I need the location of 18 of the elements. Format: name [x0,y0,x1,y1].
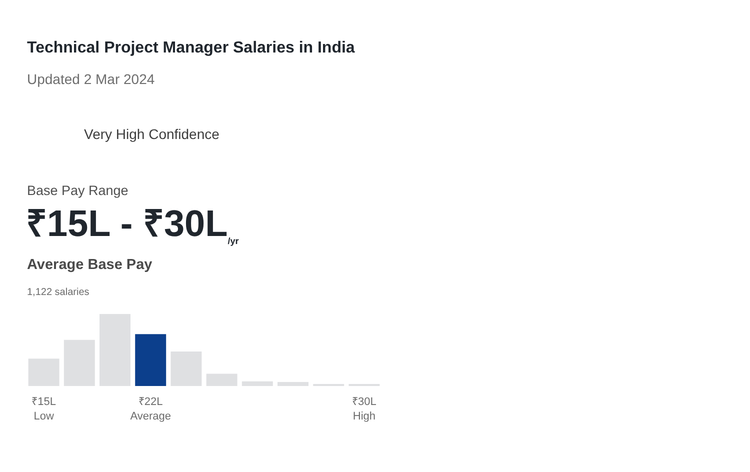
bar [100,314,130,386]
x-tick-label: ₹22L Average [130,396,171,422]
chart-subtitle: Updated 2 Mar 2024 [27,70,155,87]
bar [64,340,95,386]
x-tick-label: ₹15L Low [32,396,56,422]
bar [170,351,202,386]
text: Average Base Pay [27,257,152,273]
text: Very High Confidence [84,126,220,142]
text: ₹15L - ₹30L$_{/yr}$ [26,203,240,246]
chart-title: Technical Project Manager Salaries in India [27,40,355,57]
x-tick-label: ₹30L High [352,396,376,422]
bar [278,382,308,386]
bar [28,358,60,386]
text: 1,122 salaries [27,287,90,298]
bar [206,374,238,386]
text: Base Pay Range [27,183,128,198]
bar [135,334,166,386]
bar [242,381,273,386]
